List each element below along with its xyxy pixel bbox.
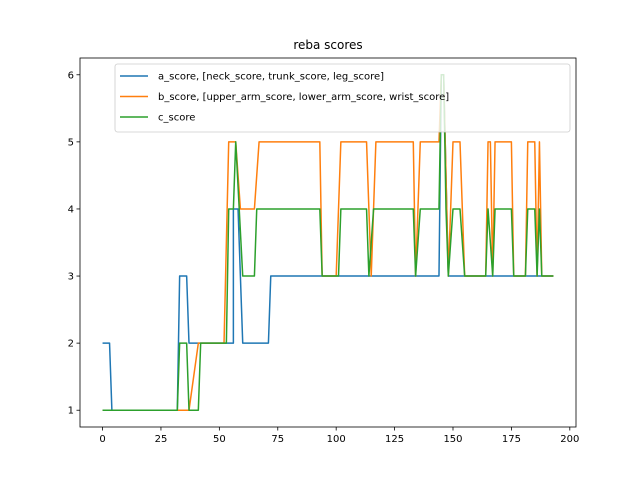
x-tick-label: 175 — [502, 434, 521, 445]
y-tick-label: 6 — [68, 70, 74, 81]
y-axis: 1 2 3 4 5 6 — [68, 70, 80, 417]
y-tick-label: 5 — [68, 137, 74, 148]
x-tick-label: 25 — [155, 434, 168, 445]
x-tick-label: 150 — [443, 434, 462, 445]
x-tick-label: 125 — [385, 434, 404, 445]
legend-label-2: b_score, [upper_arm_score, lower_arm_sco… — [158, 92, 449, 103]
x-tick-label: 100 — [327, 434, 346, 445]
legend-label-1: a_score, [neck_score, trunk_score, leg_s… — [158, 72, 384, 83]
x-tick-label: 0 — [99, 434, 105, 445]
legend-box — [114, 63, 571, 133]
chart-title: reba scores — [293, 38, 362, 52]
x-tick-label: 75 — [271, 434, 284, 445]
x-tick-label: 50 — [213, 434, 226, 445]
plot-frame — [79, 57, 577, 428]
legend: a_score, [neck_score, trunk_score, leg_s… — [114, 63, 571, 133]
legend-label-3: c_score — [158, 113, 195, 124]
y-tick-label: 2 — [68, 339, 74, 350]
y-tick-label: 3 — [68, 272, 74, 283]
series-line-3 — [102, 74, 554, 411]
x-axis: 0 25 50 75 100 125 150 175 200 — [99, 427, 579, 445]
y-tick-label: 4 — [68, 204, 74, 215]
x-tick-label: 200 — [560, 434, 579, 445]
y-tick-label: 1 — [68, 406, 74, 417]
